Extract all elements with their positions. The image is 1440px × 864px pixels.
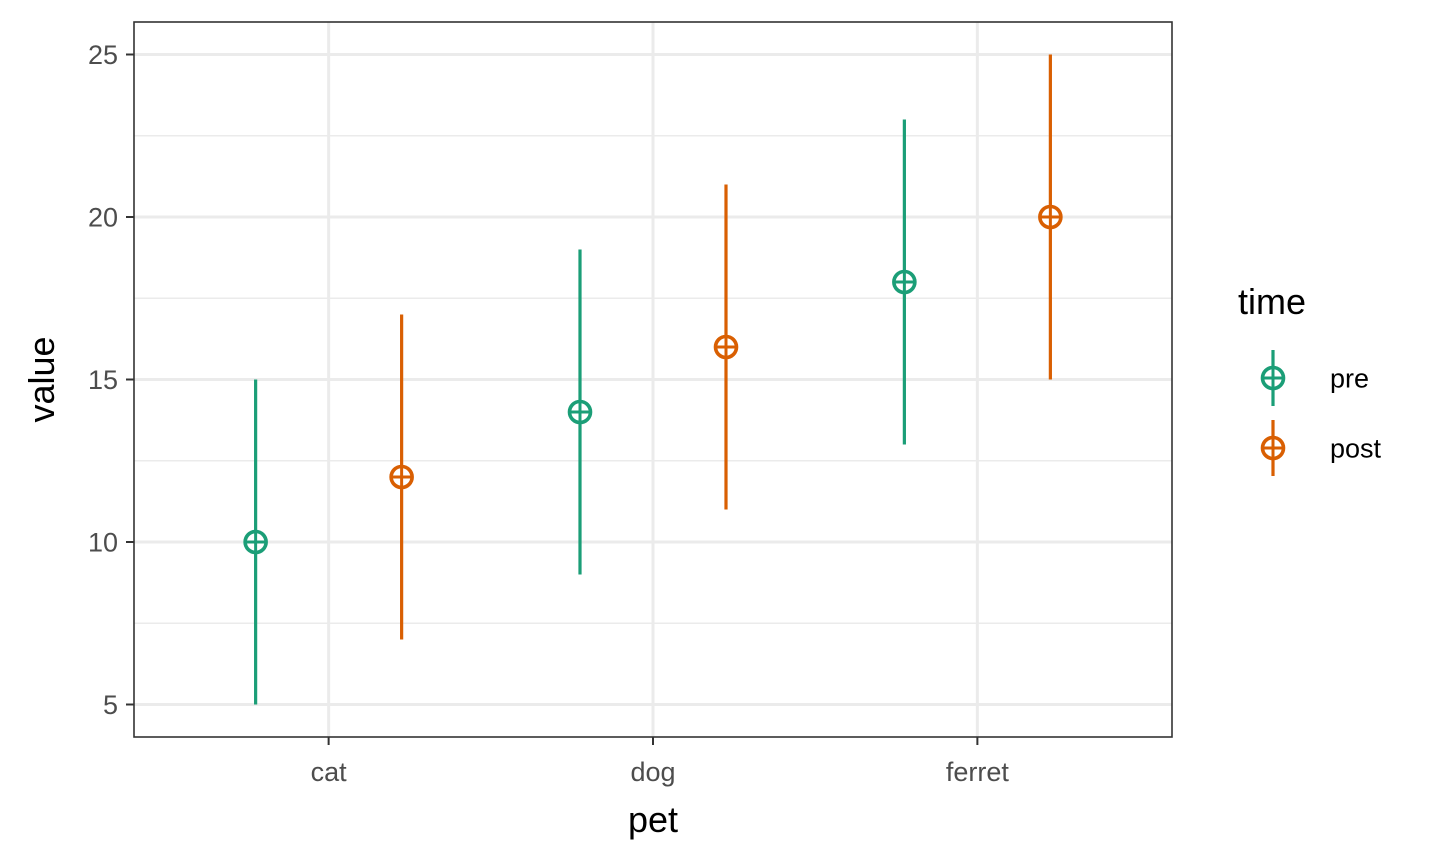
x-axis-title: pet (628, 799, 678, 840)
x-tick-label: dog (630, 757, 675, 787)
grid (134, 22, 1172, 737)
legend-title: time (1238, 281, 1306, 322)
point-pre-cat (243, 529, 268, 555)
legend-label-pre: pre (1330, 364, 1369, 394)
legend-key-post (1260, 420, 1286, 476)
legend-item-pre: pre (1260, 350, 1369, 406)
point-post-cat (389, 464, 414, 490)
legend-item-post: post (1260, 420, 1382, 476)
point-post-ferret (1038, 204, 1063, 230)
legend-label-post: post (1330, 434, 1382, 464)
y-tick-label: 20 (88, 203, 118, 233)
x-tick-label: cat (311, 757, 348, 787)
legend-items: pre post (1260, 350, 1382, 476)
series-post (389, 54, 1063, 640)
point-post-dog (713, 334, 739, 360)
axes: 5 10 15 20 25 cat dog ferret (88, 40, 1009, 787)
point-pre-dog (567, 399, 593, 425)
data-marks (243, 54, 1063, 705)
series-pre (243, 119, 917, 705)
legend-key-pre (1260, 350, 1286, 406)
legend: time pre post (1238, 281, 1382, 476)
y-tick-label: 25 (88, 40, 118, 70)
y-axis-title: value (21, 336, 62, 422)
y-tick-label: 10 (88, 528, 118, 558)
x-tick-label: ferret (946, 757, 1010, 787)
y-tick-label: 5 (103, 690, 118, 720)
y-tick-label: 15 (88, 365, 118, 395)
point-pre-ferret (892, 269, 917, 295)
